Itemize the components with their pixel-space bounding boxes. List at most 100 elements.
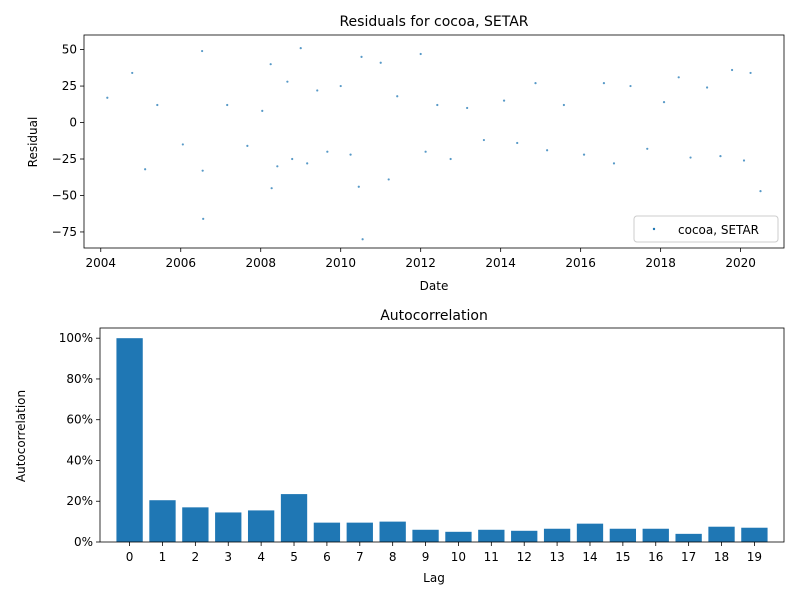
- autocorrelation-bar: [247, 510, 275, 542]
- residual-point: [449, 157, 452, 161]
- autocorrelation-bar: [675, 533, 702, 542]
- autocorrelation-title: Autocorrelation: [380, 308, 488, 324]
- residual-point: [424, 150, 427, 153]
- residuals-y-tick-label: −50: [52, 188, 77, 202]
- residual-point: [482, 138, 486, 142]
- residual-point: [144, 168, 147, 171]
- lag-tick-label: 12: [517, 550, 532, 564]
- lag-tick-label: 11: [484, 550, 499, 564]
- residual-point: [730, 68, 734, 72]
- residuals-x-label: Date: [420, 279, 449, 293]
- autocorrelation-y-ticks: 0% 20% 40% 60% 80% 100%: [59, 331, 100, 549]
- residual-point: [719, 154, 722, 158]
- residuals-y-tick-label: 25: [62, 79, 77, 93]
- residual-point: [705, 86, 709, 89]
- residuals-x-tick-label: 2012: [405, 256, 436, 270]
- autocorrelation-bar: [576, 523, 604, 542]
- residual-point: [299, 47, 302, 50]
- autocorrelation-bar: [116, 338, 143, 542]
- residual-point: [339, 84, 342, 88]
- autocorrelation-x-label: Lag: [423, 571, 445, 585]
- residual-point: [202, 217, 205, 220]
- residuals-axes-frame: [83, 34, 785, 249]
- residual-point: [269, 63, 272, 66]
- residual-point: [516, 141, 519, 145]
- autocorrelation-bars: [116, 338, 768, 542]
- autocorrelation-axes-frame: [99, 327, 785, 543]
- residuals-y-tick-label: 50: [62, 43, 77, 57]
- autocorrelation-bar: [445, 531, 472, 542]
- autocorrelation-bar: [609, 528, 637, 542]
- lag-tick-label: 10: [451, 550, 466, 564]
- lag-tick-label: 17: [681, 550, 696, 564]
- lag-tick-label: 3: [224, 550, 232, 564]
- residuals-x-tick-label: 2020: [725, 256, 756, 270]
- autocorrelation-y-tick-label: 20%: [66, 494, 93, 508]
- autocorrelation-bar: [182, 507, 209, 542]
- autocorrelation-bar: [543, 528, 571, 542]
- residuals-scatter: [106, 47, 762, 241]
- residual-point: [502, 99, 506, 102]
- residuals-y-tick-label: −75: [52, 225, 77, 239]
- residuals-y-label: Residual: [26, 117, 40, 168]
- autocorrelation-y-tick-label: 0%: [74, 535, 93, 549]
- autocorrelation-bar: [511, 530, 538, 542]
- residuals-title: Residuals for cocoa, SETAR: [339, 14, 528, 30]
- lag-tick-label: 4: [257, 550, 265, 564]
- residual-point: [276, 165, 279, 168]
- residual-point: [582, 153, 586, 156]
- residual-point: [387, 178, 390, 181]
- autocorrelation-bar: [741, 527, 768, 542]
- residual-point: [270, 187, 273, 190]
- legend-label: cocoa, SETAR: [678, 223, 759, 237]
- autocorrelation-bar: [379, 521, 406, 542]
- residuals-x-tick-label: 2016: [565, 256, 596, 270]
- residual-point: [742, 159, 746, 162]
- legend-box: [633, 215, 779, 243]
- residuals-x-tick-label: 2014: [485, 256, 516, 270]
- residual-point: [466, 106, 469, 110]
- residuals-x-tick-label: 2010: [325, 256, 356, 270]
- residual-point: [156, 103, 159, 107]
- lag-tick-label: 0: [126, 550, 134, 564]
- residual-point: [546, 149, 549, 152]
- autocorrelation-bar: [412, 529, 439, 542]
- residual-point: [316, 89, 319, 92]
- residual-point: [612, 162, 616, 165]
- residuals-y-ticks: 50 25 0 −25 −50 −75: [52, 43, 84, 239]
- residual-point: [379, 61, 382, 64]
- residual-point: [357, 185, 360, 188]
- autocorrelation-bar: [215, 512, 242, 542]
- autocorrelation-bar: [280, 494, 308, 542]
- residuals-x-tick-label: 2004: [85, 256, 116, 270]
- lag-tick-label: 13: [549, 550, 564, 564]
- autocorrelation-y-tick-label: 60%: [66, 413, 93, 427]
- residual-point: [360, 55, 363, 58]
- residual-point: [562, 103, 565, 107]
- residual-point: [226, 103, 229, 107]
- residuals-panel: Residuals for cocoa, SETAR 2004 2006 2008 2…: [26, 14, 785, 293]
- residual-point: [349, 153, 352, 156]
- residuals-y-tick-label: −25: [52, 152, 77, 166]
- residual-point: [306, 162, 309, 165]
- residuals-y-tick-label: 0: [69, 116, 77, 130]
- residual-point: [436, 103, 439, 107]
- autocorrelation-y-tick-label: 100%: [59, 331, 93, 345]
- autocorrelation-bar: [708, 526, 735, 542]
- residual-point: [201, 49, 204, 53]
- residual-point: [759, 190, 762, 193]
- residual-point: [749, 71, 752, 75]
- lag-tick-label: 16: [648, 550, 663, 564]
- residuals-legend: cocoa, SETAR: [633, 215, 779, 243]
- residual-point: [662, 101, 666, 104]
- residual-point: [131, 71, 134, 75]
- autocorrelation-y-label: Autocorrelation: [14, 390, 28, 482]
- lag-tick-label: 1: [159, 550, 167, 564]
- residual-point: [181, 143, 184, 146]
- lag-tick-label: 19: [747, 550, 762, 564]
- residual-point: [689, 156, 692, 159]
- autocorrelation-x-ticks: 0 1 2 3 4 5 6 7 8 9 10 11 12 13 14 15 16 17 18 19: [126, 542, 762, 564]
- residual-point: [419, 52, 422, 56]
- autocorrelation-bar: [642, 528, 669, 542]
- residuals-x-ticks: 2004 2006 2008 2010 2012 2014 2016 2018 2020: [85, 248, 756, 270]
